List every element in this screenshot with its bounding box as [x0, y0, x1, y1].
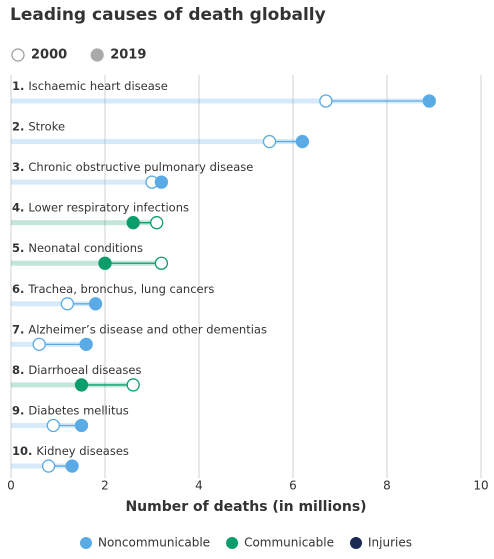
rank: 9.: [12, 403, 24, 417]
dot: [74, 418, 89, 433]
rank: 10.: [12, 444, 32, 458]
category-name: Diabetes mellitus: [28, 403, 128, 417]
rank: 8.: [12, 362, 24, 376]
dot: [41, 459, 56, 473]
legend-marker: [350, 537, 363, 549]
dot: [74, 378, 89, 392]
category-label: 7. Alzheimer’s disease and other dementia…: [12, 322, 267, 336]
dot: [154, 175, 169, 189]
rank: 2.: [12, 119, 24, 133]
category-name: Diarrhoeal diseases: [28, 362, 141, 376]
x-tick-label: 6: [289, 479, 297, 493]
dot: [88, 297, 103, 311]
dot: [126, 216, 140, 230]
category-name: Neonatal conditions: [28, 241, 143, 255]
rank: 1.: [12, 79, 24, 93]
dot: [98, 256, 112, 270]
dot: [126, 378, 140, 392]
category-name: Trachea, bronchus, lung cancers: [27, 281, 214, 295]
legend-marker: [226, 537, 239, 549]
category-label: 10. Kidney diseases: [12, 444, 129, 458]
dot: [32, 337, 46, 352]
dot: [295, 134, 310, 149]
dot: [150, 216, 164, 230]
range-track: [11, 260, 162, 266]
x-tick-label: 4: [195, 479, 203, 493]
x-tick-label: 10: [473, 479, 488, 493]
category-name: Chronic obstructive pulmonary disease: [28, 160, 253, 174]
rank: 4.: [12, 200, 24, 214]
dot: [262, 134, 277, 149]
rank: 7.: [12, 322, 24, 336]
legend-label: Injuries: [368, 536, 412, 550]
category-label: 5. Neonatal conditions: [12, 241, 143, 255]
x-axis-title: Number of deaths (in millions): [125, 499, 366, 515]
legend-label: 2000: [31, 48, 67, 63]
category-name: Stroke: [28, 119, 65, 133]
range-track: [11, 382, 134, 388]
legend-label: Communicable: [244, 536, 334, 550]
x-tick-label: 2: [101, 479, 109, 493]
range-track: [11, 463, 73, 469]
legend-marker: [11, 48, 25, 62]
range-track: [11, 422, 82, 428]
dot: [46, 418, 60, 433]
category-label: 3. Chronic obstructive pulmonary disease: [12, 160, 253, 174]
x-tick-label: 0: [7, 479, 15, 493]
x-tick-label: 8: [383, 479, 391, 493]
dot: [60, 297, 75, 311]
category-label: 6. Trachea, bronchus, lung cancers: [12, 281, 214, 295]
category-label: 9. Diabetes mellitus: [12, 403, 129, 417]
rank: 3.: [12, 160, 24, 174]
category-name: Ischaemic heart disease: [28, 79, 167, 93]
range-track: [11, 220, 157, 226]
dot: [79, 337, 93, 352]
range-track: [11, 301, 96, 307]
category-label: 8. Diarrhoeal diseases: [12, 362, 142, 376]
category-label: 4. Lower respiratory infections: [12, 200, 189, 214]
range-track: [11, 179, 162, 185]
legend-label: Noncommunicable: [98, 536, 210, 550]
rank: 6.: [12, 281, 24, 295]
dot: [154, 256, 169, 270]
dot: [65, 459, 79, 473]
category-name: Lower respiratory infections: [28, 200, 189, 214]
legend-marker: [79, 537, 92, 549]
rank: 5.: [12, 241, 24, 255]
category-name: Kidney diseases: [36, 444, 129, 458]
category-label: 2. Stroke: [12, 119, 65, 133]
legend-label: 2019: [110, 48, 146, 63]
category-name: Alzheimer’s disease and other dementias: [28, 322, 267, 336]
category-label: 1. Ischaemic heart disease: [12, 79, 168, 93]
chart-title: Leading causes of death globally: [10, 5, 326, 25]
range-track: [11, 98, 430, 104]
legend-marker: [90, 48, 104, 62]
range-track: [11, 139, 303, 145]
dot: [319, 94, 333, 108]
dot: [422, 94, 436, 108]
